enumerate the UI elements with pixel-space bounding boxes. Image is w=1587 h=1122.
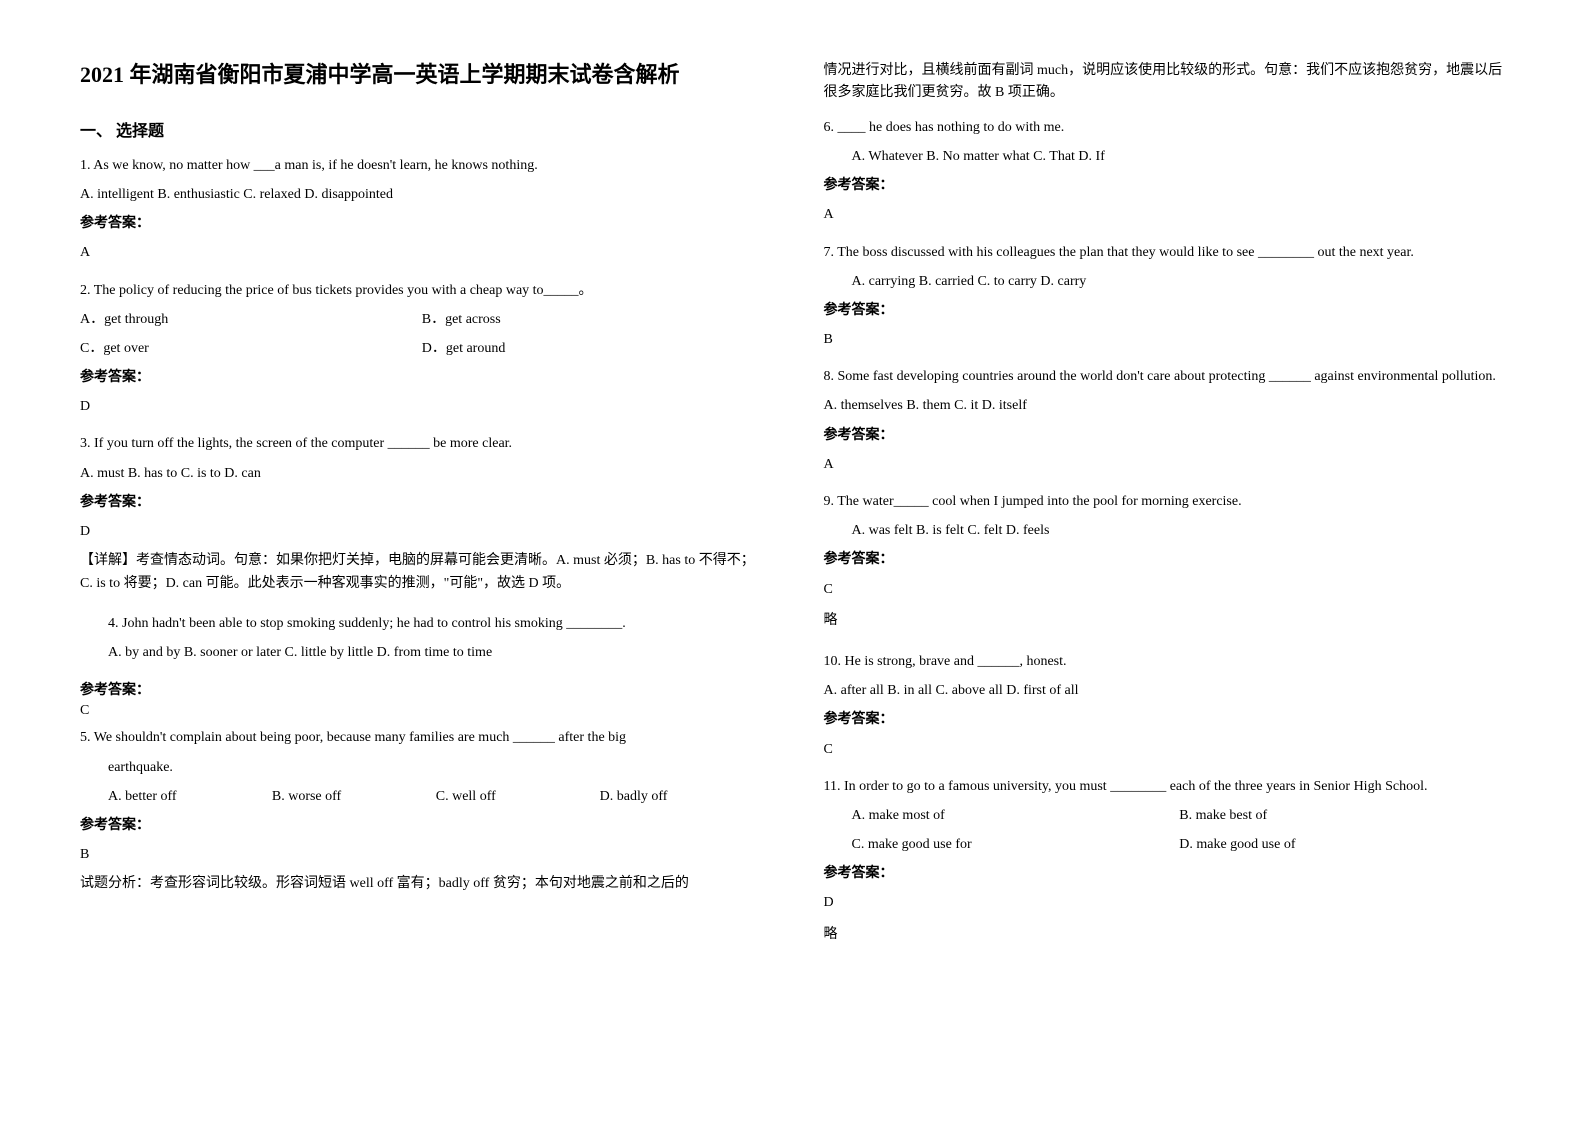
q2-options-row2: C．get over D．get around [80, 336, 764, 361]
q5-stem2: earthquake. [80, 755, 764, 780]
q5-optA: A. better off [108, 784, 272, 809]
q7-stem: 7. The boss discussed with his colleague… [824, 240, 1508, 265]
q7-options: A. carrying B. carried C. to carry D. ca… [824, 269, 1508, 294]
question-2: 2. The policy of reducing the price of b… [80, 278, 764, 426]
q2-answer: D [80, 394, 764, 419]
q3-options: A. must B. has to C. is to D. can [80, 461, 764, 486]
document-title: 2021 年湖南省衡阳市夏浦中学高一英语上学期期末试卷含解析 [80, 60, 764, 91]
q10-options: A. after all B. in all C. above all D. f… [824, 678, 1508, 703]
q2-stem: 2. The policy of reducing the price of b… [80, 278, 764, 303]
q11-options-row2: C. make good use for D. make good use of [824, 832, 1508, 857]
question-8: 8. Some fast developing countries around… [824, 364, 1508, 483]
q5-optD: D. badly off [600, 784, 764, 809]
q3-stem: 3. If you turn off the lights, the scree… [80, 431, 764, 456]
q11-answer: D [824, 890, 1508, 915]
q1-answer: A [80, 240, 764, 265]
q3-answer-label: 参考答案： [80, 490, 764, 515]
q1-stem: 1. As we know, no matter how ___a man is… [80, 153, 764, 178]
left-column: 2021 年湖南省衡阳市夏浦中学高一英语上学期期末试卷含解析 一、 选择题 1.… [80, 60, 764, 1062]
q8-answer: A [824, 452, 1508, 477]
q9-stem: 9. The water_____ cool when I jumped int… [824, 489, 1508, 514]
question-3: 3. If you turn off the lights, the scree… [80, 431, 764, 605]
question-9: 9. The water_____ cool when I jumped int… [824, 489, 1508, 643]
q11-optC: C. make good use for [852, 832, 1180, 857]
q4-stem: 4. John hadn't been able to stop smoking… [108, 611, 764, 636]
question-1: 1. As we know, no matter how ___a man is… [80, 153, 764, 272]
question-4: 4. John hadn't been able to stop smoking… [80, 611, 764, 669]
q8-options: A. themselves B. them C. it D. itself [824, 393, 1508, 418]
question-5: 5. We shouldn't complain about being poo… [80, 725, 764, 905]
q11-brief: 略 [824, 922, 1508, 947]
q11-options-row1: A. make most of B. make best of [824, 803, 1508, 828]
q4-answer-label: 参考答案： [80, 679, 764, 699]
right-column: 情况进行对比，且横线前面有副词 much，说明应该使用比较级的形式。句意：我们不… [824, 60, 1508, 1062]
section-header: 一、 选择题 [80, 117, 764, 141]
q9-answer-label: 参考答案： [824, 547, 1508, 572]
question-7: 7. The boss discussed with his colleague… [824, 240, 1508, 359]
q2-optD: D．get around [422, 336, 764, 361]
q8-stem: 8. Some fast developing countries around… [824, 364, 1508, 389]
q4-answer: C [80, 703, 764, 719]
q9-options: A. was felt B. is felt C. felt D. feels [824, 518, 1508, 543]
q11-optA: A. make most of [852, 803, 1180, 828]
q7-answer-label: 参考答案： [824, 298, 1508, 323]
q6-answer: A [824, 202, 1508, 227]
q2-optA: A．get through [80, 307, 422, 332]
q2-optC: C．get over [80, 336, 422, 361]
q1-options: A. intelligent B. enthusiastic C. relaxe… [80, 182, 764, 207]
q5-explanation-part1: 试题分析：考查形容词比较级。形容词短语 well off 富有；badly of… [80, 873, 764, 895]
q5-explanation-part2: 情况进行对比，且横线前面有副词 much，说明应该使用比较级的形式。句意：我们不… [824, 60, 1508, 105]
q5-optC: C. well off [436, 784, 600, 809]
q5-stem: 5. We shouldn't complain about being poo… [80, 725, 764, 750]
q3-answer: D [80, 519, 764, 544]
q4-options: A. by and by B. sooner or later C. littl… [108, 640, 764, 665]
q11-stem: 11. In order to go to a famous universit… [824, 774, 1508, 799]
q10-answer-label: 参考答案： [824, 707, 1508, 732]
q3-explanation: 【详解】考查情态动词。句意：如果你把灯关掉，电脑的屏幕可能会更清晰。A. mus… [80, 550, 764, 595]
q5-answer-label: 参考答案： [80, 813, 764, 838]
question-11: 11. In order to go to a famous universit… [824, 774, 1508, 957]
q6-stem: 6. ____ he does has nothing to do with m… [824, 115, 1508, 140]
question-10: 10. He is strong, brave and ______, hone… [824, 649, 1508, 768]
question-6: 6. ____ he does has nothing to do with m… [824, 115, 1508, 234]
q5-options: A. better off B. worse off C. well off D… [80, 784, 764, 809]
q10-stem: 10. He is strong, brave and ______, hone… [824, 649, 1508, 674]
q6-answer-label: 参考答案： [824, 173, 1508, 198]
q10-answer: C [824, 737, 1508, 762]
q5-answer: B [80, 842, 764, 867]
q5-optB: B. worse off [272, 784, 436, 809]
q6-options: A. Whatever B. No matter what C. That D.… [824, 144, 1508, 169]
q2-answer-label: 参考答案： [80, 365, 764, 390]
q2-options-row1: A．get through B．get across [80, 307, 764, 332]
q11-answer-label: 参考答案： [824, 861, 1508, 886]
q1-answer-label: 参考答案： [80, 211, 764, 236]
q11-optB: B. make best of [1179, 803, 1507, 828]
q9-answer: C [824, 577, 1508, 602]
q11-optD: D. make good use of [1179, 832, 1507, 857]
q2-optB: B．get across [422, 307, 764, 332]
q7-answer: B [824, 327, 1508, 352]
q8-answer-label: 参考答案： [824, 423, 1508, 448]
q9-brief: 略 [824, 608, 1508, 633]
